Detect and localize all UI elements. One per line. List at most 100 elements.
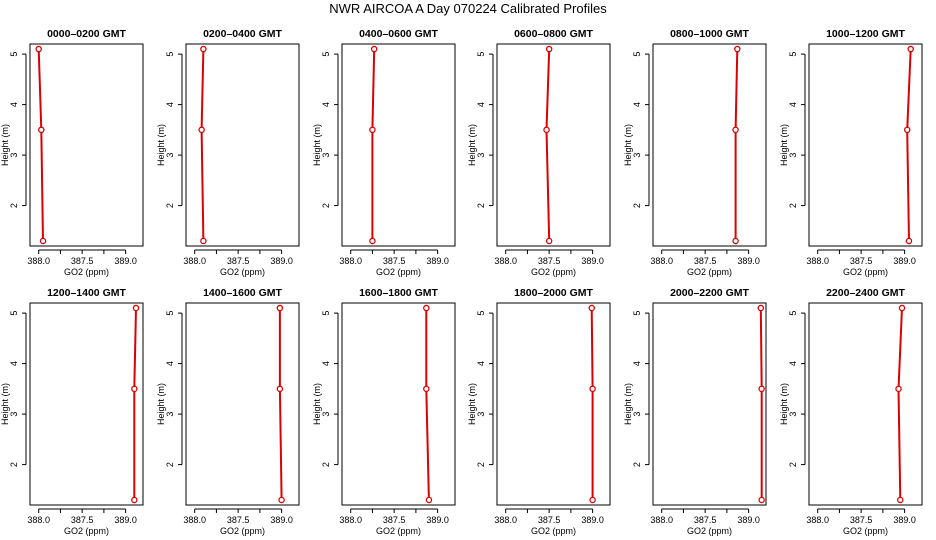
- data-point: [131, 385, 138, 393]
- y-tick-label: 4: [476, 102, 486, 107]
- x-axis-label: GO2 (ppm): [64, 267, 109, 277]
- panel-title: 2200–2400 GMT: [826, 287, 905, 299]
- data-point: [132, 304, 140, 312]
- data-point: [200, 45, 207, 53]
- x-tick-label: 389.0: [270, 256, 293, 266]
- x-axis-label: GO2 (ppm): [220, 526, 265, 536]
- y-tick-label: 3: [321, 153, 331, 158]
- data-point: [369, 237, 376, 245]
- data-point: [369, 126, 376, 134]
- y-tick-label: 4: [788, 102, 798, 107]
- y-tick-label: 2: [9, 462, 19, 467]
- y-tick-label: 5: [9, 311, 19, 316]
- panel-2: 0200–0400 GMT 388.0 387.5 389.0 GO2 (ppm) 2 3 4…: [156, 28, 300, 277]
- y-tick-label: 3: [476, 412, 486, 417]
- x-tick-label: 387.5: [383, 515, 406, 525]
- x-tick-label: 387.5: [71, 256, 94, 266]
- data-point: [897, 496, 904, 504]
- plot-frame: [185, 43, 300, 247]
- data-point: [589, 385, 596, 393]
- profile-line: [371, 49, 376, 241]
- profile-line: [37, 49, 44, 241]
- plot-frame: [341, 43, 456, 247]
- plot-frame: [652, 302, 767, 506]
- data-point: [732, 237, 739, 245]
- x-tick-label: 388.0: [27, 515, 50, 525]
- panel-9: 1600–1800 GMT 388.0 387.5 389.0 GO2 (ppm) 2 3 4…: [312, 287, 456, 536]
- panel-title: 1000–1200 GMT: [826, 28, 905, 40]
- x-tick-label: 388.0: [494, 515, 517, 525]
- data-point: [131, 496, 138, 504]
- data-point: [732, 126, 739, 134]
- y-axis-label: Height (m): [623, 383, 633, 425]
- x-tick-label: 388.0: [494, 256, 517, 266]
- y-tick-label: 5: [321, 311, 331, 316]
- profile-line: [425, 308, 430, 500]
- data-point: [898, 304, 906, 312]
- x-tick-label: 389.0: [737, 515, 760, 525]
- panel-title: 1800–2000 GMT: [514, 287, 593, 299]
- panel-title: 0600–0800 GMT: [514, 28, 593, 40]
- data-point: [423, 385, 430, 393]
- x-axis-label: GO2 (ppm): [64, 526, 109, 536]
- y-tick-label: 5: [632, 52, 642, 57]
- y-tick-label: 5: [476, 52, 486, 57]
- profile-line: [590, 308, 594, 500]
- plot-frame: [652, 43, 767, 247]
- x-tick-label: 389.0: [426, 256, 449, 266]
- x-tick-label: 389.0: [426, 515, 449, 525]
- y-axis-label: Height (m): [467, 124, 477, 166]
- y-tick-label: 5: [165, 311, 175, 316]
- x-tick-label: 388.0: [339, 256, 362, 266]
- data-point: [543, 126, 550, 134]
- panel-title: 1600–1800 GMT: [359, 287, 438, 299]
- x-axis-label: GO2 (ppm): [376, 267, 421, 277]
- profile-line: [133, 308, 137, 500]
- y-tick-label: 4: [321, 102, 331, 107]
- y-tick-label: 3: [788, 412, 798, 417]
- y-tick-label: 2: [788, 462, 798, 467]
- y-tick-label: 3: [165, 412, 175, 417]
- profile-line: [759, 308, 763, 500]
- y-tick-label: 3: [788, 153, 798, 158]
- y-tick-label: 4: [632, 102, 642, 107]
- x-axis-label: GO2 (ppm): [376, 526, 421, 536]
- data-point: [38, 126, 45, 134]
- x-tick-label: 388.0: [183, 256, 206, 266]
- y-tick-label: 2: [632, 462, 642, 467]
- y-axis-label: Height (m): [312, 383, 322, 425]
- data-point: [425, 496, 433, 504]
- data-point: [757, 304, 765, 312]
- y-tick-label: 5: [165, 52, 175, 57]
- y-tick-label: 2: [321, 462, 331, 467]
- panel-title: 0400–0600 GMT: [359, 28, 438, 40]
- data-point: [370, 45, 378, 53]
- figure-title: NWR AIRCOA A Day 070224 Calibrated Profi…: [329, 1, 607, 16]
- data-point: [35, 45, 42, 53]
- y-tick-label: 4: [476, 361, 486, 366]
- x-tick-label: 387.5: [694, 256, 717, 266]
- y-axis-label: Height (m): [779, 383, 789, 425]
- y-tick-label: 3: [476, 153, 486, 158]
- y-tick-label: 2: [9, 203, 19, 208]
- profile-line: [897, 308, 903, 500]
- panel-1: 0000–0200 GMT 388.0 387.5 389.0 GO2 (ppm) 2 3 4…: [0, 28, 144, 277]
- data-point: [39, 237, 47, 245]
- x-tick-label: 389.0: [737, 256, 760, 266]
- y-tick-label: 2: [321, 203, 331, 208]
- y-tick-label: 5: [476, 311, 486, 316]
- panel-title: 0000–0200 GMT: [47, 28, 126, 40]
- panel-4: 0600–0800 GMT 388.0 387.5 389.0 GO2 (ppm) 2 3 4…: [467, 28, 611, 277]
- plot-frame: [29, 302, 144, 506]
- plot-frame: [185, 302, 300, 506]
- panel-6: 1000–1200 GMT 388.0 387.5 389.0 GO2 (ppm) 2 3 4…: [779, 28, 923, 277]
- panel-title: 1400–1600 GMT: [203, 287, 282, 299]
- x-tick-label: 388.0: [806, 256, 829, 266]
- panel-12: 2200–2400 GMT 388.0 387.5 389.0 GO2 (ppm) 2 3 4…: [779, 287, 923, 536]
- panel-title: 0200–0400 GMT: [203, 28, 282, 40]
- data-point: [545, 237, 553, 245]
- x-tick-label: 387.5: [850, 256, 873, 266]
- panel-11: 2000–2200 GMT 388.0 387.5 389.0 GO2 (ppm) 2 3 4…: [623, 287, 767, 536]
- data-point: [895, 385, 902, 393]
- x-axis-label: GO2 (ppm): [687, 526, 732, 536]
